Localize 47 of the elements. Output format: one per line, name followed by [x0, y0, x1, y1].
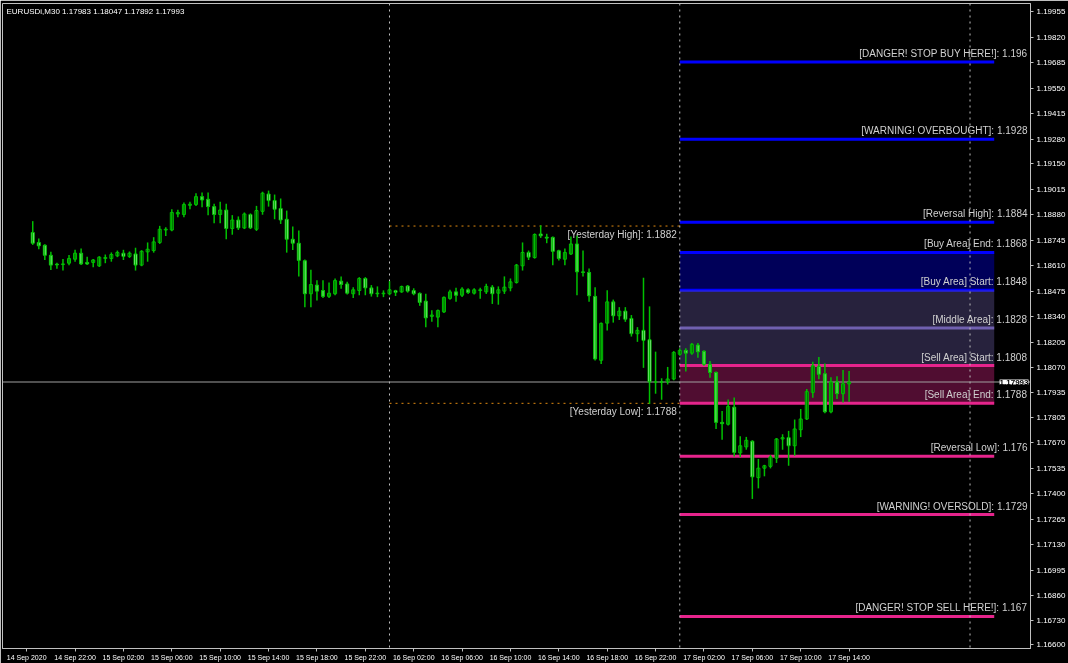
- candlestick: [272, 194, 277, 220]
- y-tick-label: 1.18340: [1036, 312, 1066, 322]
- series-label: [Reversal High]: 1.1884: [923, 208, 1028, 220]
- y-tick-label: 1.17400: [1036, 489, 1066, 499]
- series-label: [Yesterday High]: 1.1882: [567, 229, 678, 241]
- y-tick-label: 1.16860: [1036, 591, 1066, 601]
- series-label: [Sell Area] End: 1.1788: [924, 389, 1028, 401]
- y-tick-label: 1.17535: [1036, 463, 1066, 473]
- series-label: [WARNING! OVERSOLD]: 1.1729: [876, 500, 1028, 512]
- candlestick: [647, 306, 652, 405]
- candlestick: [659, 378, 664, 400]
- chart-title: EURUSDi,M30 1.17983 1.18047 1.17892 1.17993: [6, 6, 185, 16]
- series-label: [Buy Area] End: 1.1868: [924, 238, 1028, 250]
- y-tick-label: 1.16730: [1036, 615, 1066, 625]
- series-label: [Reversal Low]: 1.176: [930, 442, 1028, 454]
- series-label: [DANGER! STOP SELL HERE!]: 1.167: [855, 602, 1028, 614]
- candlestick: [441, 296, 446, 313]
- y-tick-label: 1.19150: [1036, 159, 1066, 169]
- y-tick-label: 1.16600: [1036, 640, 1066, 650]
- y-tick-label: 1.18610: [1036, 261, 1066, 271]
- y-tick-label: 1.18745: [1036, 235, 1066, 245]
- y-tick-label: 1.18205: [1036, 337, 1066, 347]
- candlestick: [756, 458, 761, 489]
- ref-line-label: 1.17993: [999, 377, 1030, 387]
- y-tick-label: 1.19685: [1036, 58, 1066, 68]
- series-label: [DANGER! STOP BUY HERE!]: 1.196: [859, 47, 1028, 59]
- y-tick-label: 1.17805: [1036, 412, 1066, 422]
- series-label: [Yesterday Low]: 1.1788: [569, 406, 678, 418]
- series-label: [WARNING! OVERBOUGHT]: 1.1928: [861, 125, 1028, 137]
- y-tick-label: 1.16995: [1036, 565, 1066, 575]
- y-tick-label: 1.19955: [1036, 7, 1066, 17]
- y-tick-label: 1.17130: [1036, 540, 1066, 550]
- y-tick-label: 1.19550: [1036, 83, 1066, 93]
- y-tick-label: 1.19415: [1036, 109, 1066, 119]
- y-tick-label: 1.17265: [1036, 514, 1066, 524]
- y-tick-label: 1.17935: [1036, 388, 1066, 398]
- y-tick-label: 1.18880: [1036, 210, 1066, 220]
- series-label: [Sell Area] Start: 1.1808: [921, 351, 1028, 363]
- y-tick-label: 1.19820: [1036, 32, 1066, 42]
- y-tick-label: 1.18475: [1036, 286, 1066, 296]
- candlestick: [653, 351, 658, 394]
- y-tick-label: 1.19280: [1036, 134, 1066, 144]
- series-label: [Buy Area] Start: 1.1848: [920, 276, 1028, 288]
- series-label: [Middle Area]: 1.1828: [932, 313, 1028, 325]
- y-tick-label: 1.18070: [1036, 362, 1066, 372]
- y-tick-label: 1.17670: [1036, 438, 1066, 448]
- y-tick-label: 1.19015: [1036, 184, 1066, 194]
